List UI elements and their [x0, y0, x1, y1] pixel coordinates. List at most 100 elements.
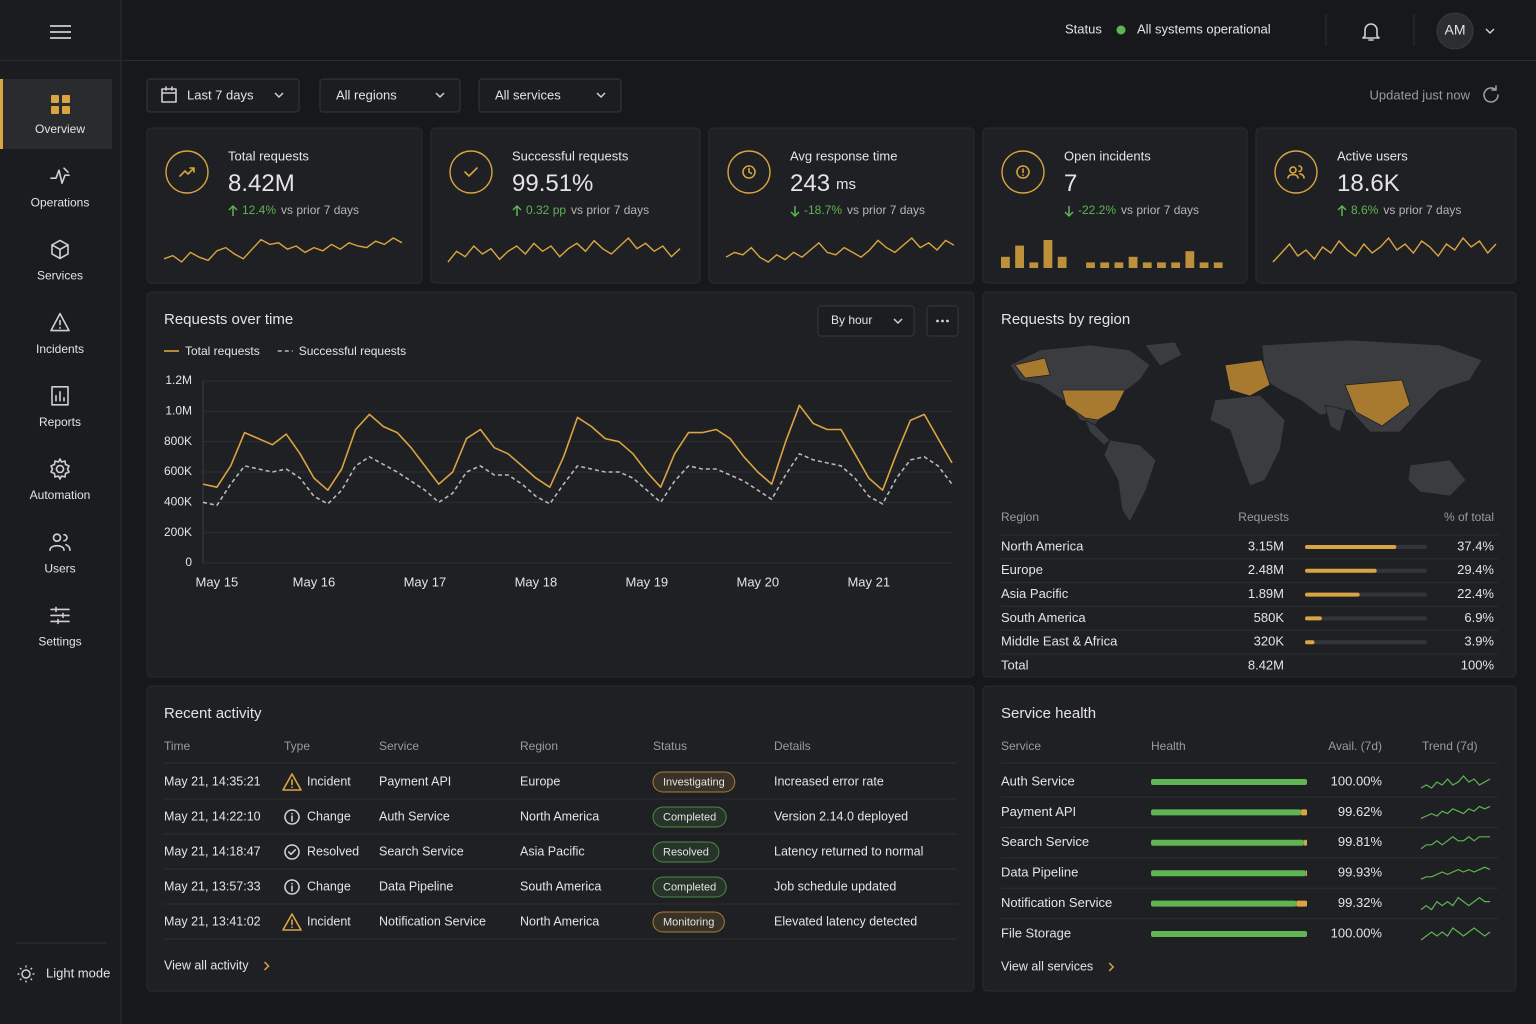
type-icon-shape: [282, 773, 302, 791]
nav-item[interactable]: Settings: [38, 606, 82, 649]
refresh-icon-shape: [1483, 85, 1499, 103]
type-icon: [284, 844, 300, 860]
kpi-change: 0.32 pp vs prior 7 days: [526, 203, 649, 217]
chevron: [435, 92, 445, 99]
activity-cell: Data Pipeline: [379, 879, 453, 893]
share-bar: [1305, 592, 1360, 597]
menu-button[interactable]: [50, 25, 71, 39]
map-region: [1209, 394, 1286, 487]
region-share: 6.9%: [1464, 610, 1494, 625]
sun-ray: [30, 978, 33, 981]
kpi-icon: [742, 165, 756, 179]
type-icon-shape: [284, 879, 300, 895]
kpi-change-value: 0.32 pp: [526, 203, 566, 217]
nav-item[interactable]: Automation: [30, 458, 91, 502]
activity-cell: Europe: [520, 774, 560, 788]
share-bar: [1305, 640, 1315, 645]
nav-item[interactable]: Incidents: [36, 312, 84, 356]
share-bar: [1305, 545, 1397, 549]
series-line: [202, 453, 953, 507]
sparkline: [163, 237, 403, 263]
view-all-link[interactable]: View all activity: [164, 958, 249, 972]
activity-row[interactable]: May 21, 14:18:47 Resolved Search Service As…: [164, 841, 957, 870]
health-bar-degraded: [1301, 809, 1307, 816]
activity-cell: Incident: [307, 914, 351, 928]
dropdown-box: [478, 78, 622, 113]
granularity-dropdown[interactable]: By hour: [817, 305, 915, 337]
kpi-change-value: 8.6%: [1351, 203, 1379, 217]
y-tick-label: 200K: [164, 525, 192, 539]
activity-row[interactable]: May 21, 13:41:02 Incident Notification Ser…: [164, 911, 957, 940]
kpi-change-arrow: [228, 204, 238, 216]
nav-item[interactable]: Overview: [0, 79, 112, 149]
availability: 99.81%: [1338, 834, 1383, 849]
status-label: Investigating: [663, 776, 725, 788]
region-name: South America: [1001, 610, 1086, 625]
kpi-comparison: vs prior 7 days: [847, 203, 925, 217]
status-label: Completed: [663, 881, 716, 893]
activity-row[interactable]: May 21, 14:35:21 Incident Payment API Europ…: [164, 771, 957, 800]
chevron-right: [264, 961, 270, 971]
kpi-change: 8.6% vs prior 7 days: [1351, 203, 1461, 217]
nav-item[interactable]: Users: [44, 533, 76, 575]
kpi-value-number: 18.6K: [1337, 170, 1400, 197]
health-bar: [1151, 839, 1305, 846]
nav-icon-square: [62, 106, 70, 114]
health-bar: [1151, 931, 1307, 937]
region-share: 22.4%: [1457, 586, 1494, 601]
chevron: [274, 92, 284, 99]
kpi-icon: [179, 167, 195, 177]
kpi-icon: [1016, 165, 1030, 179]
activity-cell: Job schedule updated: [774, 879, 896, 893]
total-requests: 8.42M: [1248, 657, 1284, 672]
nav-label: Operations: [31, 195, 90, 209]
spark-bar: [1100, 262, 1110, 268]
refresh[interactable]: [1483, 85, 1499, 103]
dropdown-label: All regions: [336, 87, 397, 102]
kpi-icon-shape: [742, 165, 756, 179]
activity-row[interactable]: May 21, 14:22:10 Change Auth Service North …: [164, 806, 957, 835]
status-label: Resolved: [663, 846, 709, 858]
y-tick-label: 400K: [164, 495, 192, 509]
kpi-change-arrow: [790, 206, 800, 218]
nav-icon: [51, 239, 69, 260]
nav-item[interactable]: Reports: [39, 385, 81, 429]
spark-bar: [1114, 262, 1124, 268]
card-title: Requests by region: [1001, 311, 1130, 328]
spark-bar: [1157, 262, 1166, 268]
user-menu[interactable]: AM: [1436, 12, 1495, 50]
trend-sparkline: [1420, 836, 1490, 850]
x-tick-label: May 20: [736, 574, 779, 589]
filter-dropdown[interactable]: Last 7 days: [146, 78, 300, 113]
filter-dropdown[interactable]: All regions: [319, 78, 461, 113]
health-bar-degraded: [1305, 870, 1307, 877]
kpi-change-arrow: [512, 204, 522, 216]
activity-cell: Increased error rate: [774, 774, 884, 788]
activity-cell: North America: [520, 809, 599, 823]
x-tick-label: May 18: [515, 574, 558, 589]
kpi-comparison: vs prior 7 days: [281, 203, 359, 217]
view-all-link[interactable]: View all services: [1001, 959, 1093, 973]
map-region: [1061, 389, 1126, 421]
kpi-label: Active users: [1337, 148, 1408, 163]
nav-item[interactable]: Operations: [31, 167, 90, 209]
type-icon-shape: [284, 844, 300, 860]
filter-dropdown[interactable]: All services: [478, 78, 622, 113]
status-label: Status: [1065, 21, 1102, 36]
sparkline: [1272, 236, 1497, 263]
dropdown-box: [146, 78, 300, 113]
share-bar-track: [1305, 616, 1427, 621]
type-icon: [282, 773, 302, 791]
service-name: Notification Service: [1001, 895, 1112, 910]
activity-row[interactable]: May 21, 13:57:33 Change Data Pipeline South…: [164, 876, 957, 905]
notifications[interactable]: [1362, 23, 1380, 41]
region-name: Middle East & Africa: [1001, 634, 1118, 649]
region-share: 37.4%: [1457, 538, 1494, 553]
service-name: Auth Service: [1001, 773, 1075, 788]
nav-item[interactable]: Services: [37, 239, 83, 283]
chart-menu[interactable]: [926, 305, 959, 337]
type-icon-shape: [284, 809, 300, 825]
column-header: Avail. (7d): [1328, 739, 1382, 753]
map-region: [1084, 419, 1111, 446]
theme-toggle[interactable]: Light mode: [17, 965, 111, 983]
